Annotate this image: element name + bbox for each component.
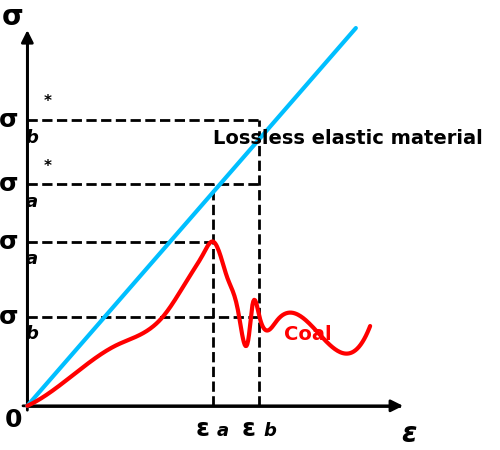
Text: Lossless elastic material: Lossless elastic material (213, 129, 483, 148)
Text: σ: σ (2, 3, 24, 31)
Text: $\mathbf{\sigma}$: $\mathbf{\sigma}$ (0, 305, 18, 328)
Text: $\mathbf{\varepsilon}$: $\mathbf{\varepsilon}$ (242, 417, 256, 441)
Text: $\mathbf{\sigma}$: $\mathbf{\sigma}$ (0, 230, 18, 253)
Text: b: b (26, 325, 38, 343)
Text: $\mathbf{\sigma}$: $\mathbf{\sigma}$ (0, 108, 18, 132)
Text: b: b (263, 422, 276, 440)
Text: Coal: Coal (284, 325, 332, 344)
Text: a: a (216, 422, 228, 440)
Text: *: * (44, 159, 52, 174)
Text: *: * (44, 94, 52, 109)
Text: ε: ε (402, 420, 417, 448)
Text: $\mathbf{\sigma}$: $\mathbf{\sigma}$ (0, 172, 18, 197)
Text: b: b (26, 129, 38, 147)
Text: 0: 0 (4, 408, 22, 432)
Text: a: a (26, 251, 38, 269)
Text: $\mathbf{\varepsilon}$: $\mathbf{\varepsilon}$ (195, 417, 210, 441)
Text: a: a (26, 194, 38, 212)
